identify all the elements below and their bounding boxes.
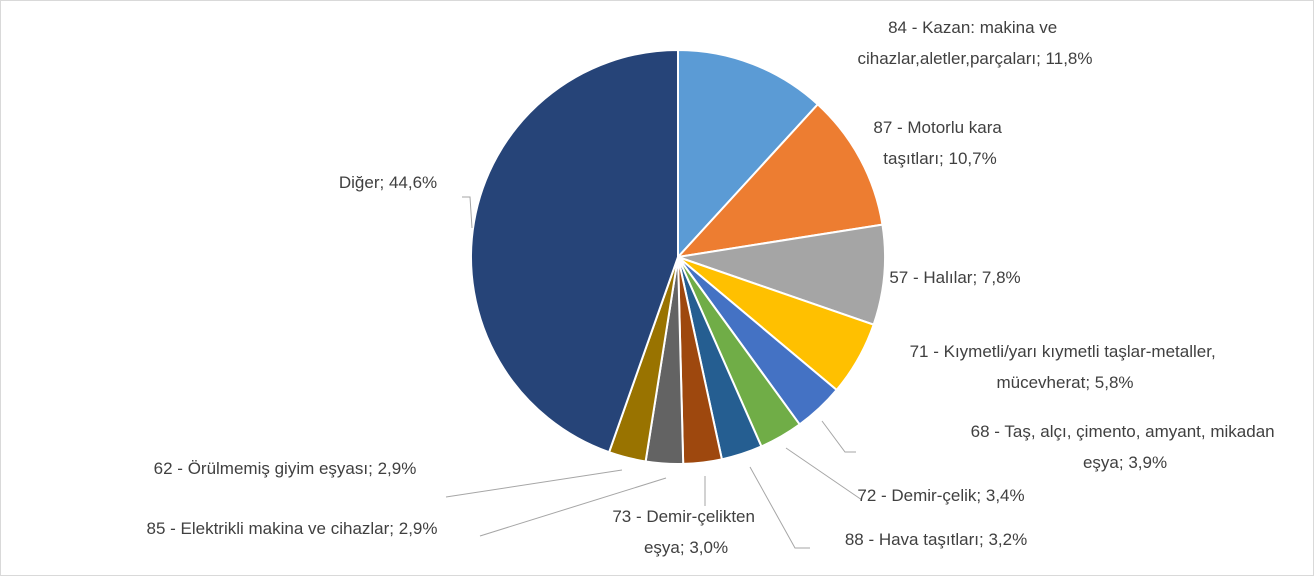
label-separator: ; (976, 486, 985, 505)
leader-line (479, 477, 667, 537)
label-separator: ; (1085, 373, 1094, 392)
label-category: 85 - Elektrikli makina ve cihazlar (146, 519, 389, 538)
leader-line (821, 420, 856, 453)
data-label: 72 - Demir-çelik; 3,4% (857, 486, 1024, 505)
label-value: 3,0% (689, 538, 728, 557)
label-separator: ; (379, 173, 388, 192)
label-value: 11,8% (1046, 49, 1093, 68)
pie-slice (675, 102, 884, 259)
label-value: 7,8% (982, 268, 1021, 287)
label-value: 2,9% (399, 519, 438, 538)
label-separator: ; (368, 459, 377, 478)
data-label: Diğer; 44,6% (339, 173, 437, 192)
label-separator: ; (979, 530, 988, 549)
label-separator: ; (1036, 49, 1045, 68)
leader-line (749, 466, 810, 549)
leader-line (462, 196, 473, 229)
label-category: 68 - Taş, alçı, çimento, amyant, mikadan… (971, 422, 1280, 472)
data-label: 71 - Kıymetli/yarı kıymetli taşlar-metal… (910, 342, 1221, 392)
label-category: 73 - Demir-çelikten eşya (612, 507, 759, 557)
data-label: 84 - Kazan: makina ve cihazlar,aletler,p… (858, 18, 1093, 68)
label-separator: ; (389, 519, 398, 538)
label-category: 71 - Kıymetli/yarı kıymetli taşlar-metal… (910, 342, 1221, 392)
label-value: 44,6% (389, 173, 437, 192)
data-label: 85 - Elektrikli makina ve cihazlar; 2,9% (146, 519, 437, 538)
data-label: 88 - Hava taşıtları; 3,2% (845, 530, 1027, 549)
pie-slice (677, 223, 886, 326)
label-separator: ; (680, 538, 689, 557)
data-label: 62 - Örülmemiş giyim eşyası; 2,9% (154, 459, 417, 478)
label-separator: ; (939, 149, 948, 168)
label-value: 5,8% (1095, 373, 1134, 392)
label-category: 87 - Motorlu kara taşıtları (873, 118, 1006, 168)
pie-slice (677, 48, 820, 260)
label-separator: ; (972, 268, 981, 287)
label-category: 57 - Halılar (889, 268, 972, 287)
label-category: Diğer (339, 173, 380, 192)
label-value: 3,9% (1128, 453, 1167, 472)
data-label: 73 - Demir-çelikten eşya; 3,0% (612, 507, 759, 557)
label-value: 3,2% (988, 530, 1027, 549)
label-separator: ; (1119, 453, 1128, 472)
label-value: 10,7% (949, 149, 997, 168)
label-category: 72 - Demir-çelik (857, 486, 977, 505)
data-label: 87 - Motorlu kara taşıtları; 10,7% (873, 118, 1006, 168)
label-value: 3,4% (986, 486, 1025, 505)
label-category: 62 - Örülmemiş giyim eşyası (154, 459, 368, 478)
data-label: 68 - Taş, alçı, çimento, amyant, mikadan… (971, 422, 1280, 472)
leader-line (785, 447, 863, 501)
label-category: 88 - Hava taşıtları (845, 530, 979, 549)
pie-slice (470, 48, 679, 454)
data-label: 57 - Halılar; 7,8% (889, 268, 1020, 287)
leader-line (445, 469, 623, 498)
label-value: 2,9% (378, 459, 417, 478)
label-category: 84 - Kazan: makina ve cihazlar,aletler,p… (858, 18, 1062, 68)
